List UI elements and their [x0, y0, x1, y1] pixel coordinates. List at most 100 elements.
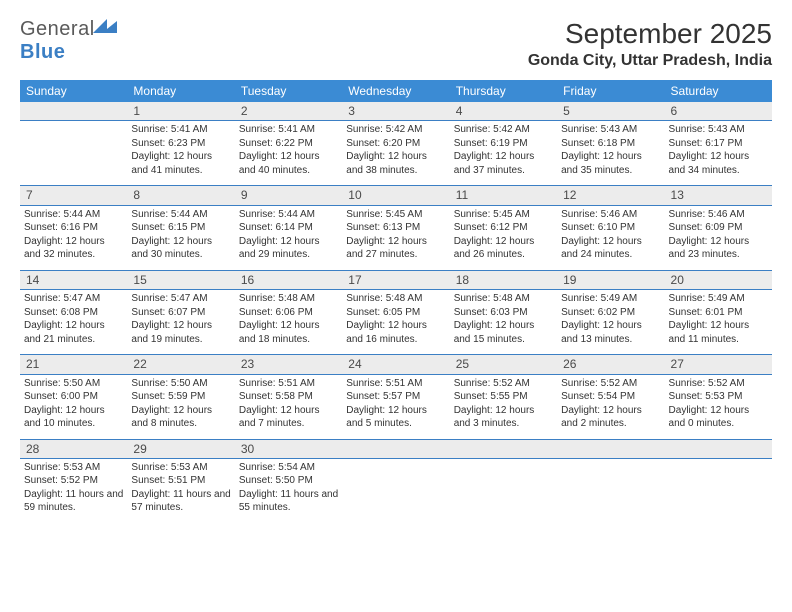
sunrise-line: Sunrise: 5:52 AM — [669, 377, 768, 391]
detail-row: Sunrise: 5:41 AMSunset: 6:23 PMDaylight:… — [20, 121, 772, 186]
daylight-line: Daylight: 12 hours and 34 minutes. — [669, 150, 768, 177]
sunset-line: Sunset: 6:12 PM — [454, 221, 553, 235]
day-cell: Sunrise: 5:50 AMSunset: 5:59 PMDaylight:… — [127, 374, 234, 439]
day-cell: Sunrise: 5:52 AMSunset: 5:53 PMDaylight:… — [665, 374, 772, 439]
sunset-line: Sunset: 6:00 PM — [24, 390, 123, 404]
day-cell: Sunrise: 5:54 AMSunset: 5:50 PMDaylight:… — [235, 458, 342, 523]
day-number: 27 — [665, 355, 772, 374]
sunset-line: Sunset: 6:13 PM — [346, 221, 445, 235]
weekday-row: SundayMondayTuesdayWednesdayThursdayFrid… — [20, 80, 772, 102]
page-title: September 2025 — [528, 18, 772, 50]
weekday-header: Sunday — [20, 80, 127, 102]
day-cell: Sunrise: 5:48 AMSunset: 6:05 PMDaylight:… — [342, 290, 449, 355]
empty-daynum — [557, 439, 664, 458]
weekday-header: Friday — [557, 80, 664, 102]
sunrise-line: Sunrise: 5:52 AM — [561, 377, 660, 391]
weekday-header: Thursday — [450, 80, 557, 102]
sunset-line: Sunset: 5:57 PM — [346, 390, 445, 404]
daylight-line: Daylight: 12 hours and 16 minutes. — [346, 319, 445, 346]
daylight-line: Daylight: 12 hours and 13 minutes. — [561, 319, 660, 346]
daylight-line: Daylight: 12 hours and 15 minutes. — [454, 319, 553, 346]
sunrise-line: Sunrise: 5:41 AM — [131, 123, 230, 137]
sunrise-line: Sunrise: 5:54 AM — [239, 461, 338, 475]
sunrise-line: Sunrise: 5:46 AM — [561, 208, 660, 222]
sunrise-line: Sunrise: 5:52 AM — [454, 377, 553, 391]
empty-daynum — [665, 439, 772, 458]
sunset-line: Sunset: 6:01 PM — [669, 306, 768, 320]
day-number: 23 — [235, 355, 342, 374]
sunset-line: Sunset: 6:22 PM — [239, 137, 338, 151]
daylight-line: Daylight: 11 hours and 59 minutes. — [24, 488, 123, 515]
day-cell: Sunrise: 5:48 AMSunset: 6:03 PMDaylight:… — [450, 290, 557, 355]
sunrise-line: Sunrise: 5:44 AM — [24, 208, 123, 222]
sunset-line: Sunset: 5:51 PM — [131, 474, 230, 488]
day-number: 18 — [450, 270, 557, 289]
day-number: 7 — [20, 186, 127, 205]
day-number: 13 — [665, 186, 772, 205]
day-cell: Sunrise: 5:41 AMSunset: 6:22 PMDaylight:… — [235, 121, 342, 186]
day-number: 20 — [665, 270, 772, 289]
daylight-line: Daylight: 12 hours and 19 minutes. — [131, 319, 230, 346]
day-number: 11 — [450, 186, 557, 205]
sunset-line: Sunset: 5:54 PM — [561, 390, 660, 404]
day-number: 3 — [342, 102, 449, 121]
sunset-line: Sunset: 6:19 PM — [454, 137, 553, 151]
day-number: 21 — [20, 355, 127, 374]
day-cell: Sunrise: 5:45 AMSunset: 6:13 PMDaylight:… — [342, 205, 449, 270]
sunset-line: Sunset: 5:52 PM — [24, 474, 123, 488]
sunset-line: Sunset: 6:08 PM — [24, 306, 123, 320]
sunrise-line: Sunrise: 5:53 AM — [24, 461, 123, 475]
logo-word-2: Blue — [20, 41, 65, 63]
empty-cell — [342, 458, 449, 523]
sunrise-line: Sunrise: 5:49 AM — [669, 292, 768, 306]
daylight-line: Daylight: 12 hours and 38 minutes. — [346, 150, 445, 177]
day-number: 1 — [127, 102, 234, 121]
sunrise-line: Sunrise: 5:42 AM — [454, 123, 553, 137]
daylight-line: Daylight: 12 hours and 11 minutes. — [669, 319, 768, 346]
day-number: 24 — [342, 355, 449, 374]
day-number: 14 — [20, 270, 127, 289]
sunset-line: Sunset: 6:02 PM — [561, 306, 660, 320]
day-number: 19 — [557, 270, 664, 289]
day-number: 30 — [235, 439, 342, 458]
day-cell: Sunrise: 5:53 AMSunset: 5:52 PMDaylight:… — [20, 458, 127, 523]
weekday-header: Monday — [127, 80, 234, 102]
weekday-header: Tuesday — [235, 80, 342, 102]
sunset-line: Sunset: 5:59 PM — [131, 390, 230, 404]
sunset-line: Sunset: 6:07 PM — [131, 306, 230, 320]
daynum-row: 21222324252627 — [20, 355, 772, 374]
day-number: 5 — [557, 102, 664, 121]
day-cell: Sunrise: 5:44 AMSunset: 6:14 PMDaylight:… — [235, 205, 342, 270]
sunrise-line: Sunrise: 5:53 AM — [131, 461, 230, 475]
sunrise-line: Sunrise: 5:51 AM — [239, 377, 338, 391]
sunset-line: Sunset: 5:53 PM — [669, 390, 768, 404]
day-cell: Sunrise: 5:42 AMSunset: 6:20 PMDaylight:… — [342, 121, 449, 186]
day-cell: Sunrise: 5:47 AMSunset: 6:08 PMDaylight:… — [20, 290, 127, 355]
day-cell: Sunrise: 5:49 AMSunset: 6:02 PMDaylight:… — [557, 290, 664, 355]
weekday-header: Wednesday — [342, 80, 449, 102]
title-block: September 2025 Gonda City, Uttar Pradesh… — [528, 18, 772, 70]
day-cell: Sunrise: 5:52 AMSunset: 5:54 PMDaylight:… — [557, 374, 664, 439]
day-cell: Sunrise: 5:42 AMSunset: 6:19 PMDaylight:… — [450, 121, 557, 186]
sunrise-line: Sunrise: 5:44 AM — [239, 208, 338, 222]
daylight-line: Daylight: 12 hours and 26 minutes. — [454, 235, 553, 262]
daylight-line: Daylight: 12 hours and 21 minutes. — [24, 319, 123, 346]
day-number: 15 — [127, 270, 234, 289]
daylight-line: Daylight: 12 hours and 8 minutes. — [131, 404, 230, 431]
day-number: 22 — [127, 355, 234, 374]
sunset-line: Sunset: 6:15 PM — [131, 221, 230, 235]
daylight-line: Daylight: 12 hours and 35 minutes. — [561, 150, 660, 177]
sunset-line: Sunset: 6:17 PM — [669, 137, 768, 151]
sunrise-line: Sunrise: 5:42 AM — [346, 123, 445, 137]
daylight-line: Daylight: 12 hours and 2 minutes. — [561, 404, 660, 431]
logo-swoosh-icon — [93, 19, 117, 35]
sunrise-line: Sunrise: 5:47 AM — [131, 292, 230, 306]
sunset-line: Sunset: 6:09 PM — [669, 221, 768, 235]
day-number: 2 — [235, 102, 342, 121]
sunrise-line: Sunrise: 5:48 AM — [346, 292, 445, 306]
daylight-line: Daylight: 12 hours and 37 minutes. — [454, 150, 553, 177]
empty-daynum — [342, 439, 449, 458]
day-cell: Sunrise: 5:52 AMSunset: 5:55 PMDaylight:… — [450, 374, 557, 439]
day-cell: Sunrise: 5:45 AMSunset: 6:12 PMDaylight:… — [450, 205, 557, 270]
day-number: 28 — [20, 439, 127, 458]
